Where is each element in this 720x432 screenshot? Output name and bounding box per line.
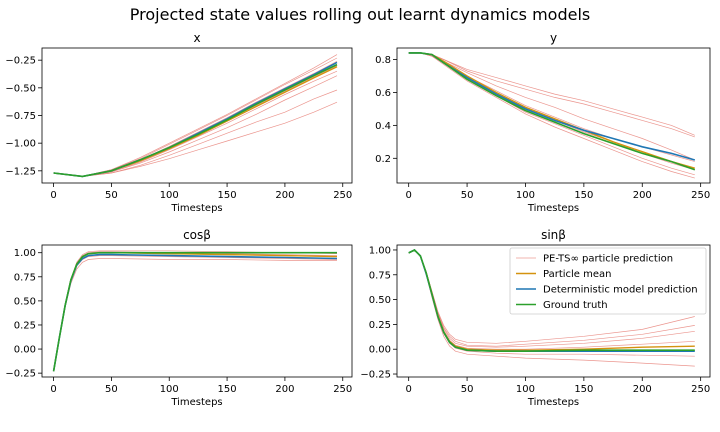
x-tick-label-1-2: 100	[516, 190, 535, 201]
axes-frame-2	[41, 244, 353, 378]
mean-line-2	[52, 252, 338, 372]
x-tick-label-2-0: 0	[50, 384, 56, 395]
figure-title: Projected state values rolling out learn…	[129, 5, 591, 24]
x-tick-label-0-2: 100	[160, 190, 179, 201]
x-tick-label-1-0: 0	[405, 190, 411, 201]
panel-title-1: y	[550, 31, 557, 45]
legend-label-mean: Particle mean	[543, 269, 612, 280]
particle-line-2-2	[53, 252, 338, 372]
y-tick-label-0-1: −1.00	[5, 139, 36, 150]
y-tick-label-2-2: 0.25	[14, 320, 36, 331]
y-tick-label-1-2: 0.6	[375, 88, 391, 99]
y-tick-label-0-4: −0.25	[5, 56, 36, 67]
y-tick-label-0-2: −0.75	[5, 111, 36, 122]
y-tick-label-2-4: 0.75	[14, 272, 36, 283]
x-tick-label-2-1: 50	[105, 384, 118, 395]
x-axis-label-3: Timesteps	[527, 397, 579, 408]
x-tick-label-1-5: 250	[691, 190, 710, 201]
legend-label-truth: Ground truth	[543, 300, 608, 311]
particle-line-0-7	[53, 101, 338, 177]
y-tick-label-1-1: 0.4	[375, 121, 391, 132]
truth-line-0	[53, 63, 338, 178]
y-tick-label-0-3: −0.50	[5, 83, 36, 94]
x-tick-label-3-3: 150	[574, 384, 593, 395]
panel-title-2: cosβ	[183, 228, 211, 242]
legend-label-model: Deterministic model prediction	[543, 285, 698, 296]
particle-line-0-1	[53, 57, 338, 177]
axes-frame-1	[396, 47, 711, 184]
x-tick-label-0-5: 250	[333, 190, 352, 201]
x-tick-label-0-4: 200	[275, 190, 294, 201]
x-tick-label-1-4: 200	[633, 190, 652, 201]
y-tick-label-2-0: −0.25	[5, 369, 36, 380]
x-tick-label-3-2: 100	[516, 384, 535, 395]
particle-line-0-3	[53, 65, 338, 177]
y-tick-label-2-5: 1.00	[14, 248, 36, 259]
y-tick-label-1-0: 0.2	[375, 154, 391, 165]
x-tick-label-0-1: 50	[105, 190, 118, 201]
x-tick-label-2-3: 150	[218, 384, 237, 395]
x-tick-label-3-5: 250	[691, 384, 710, 395]
x-tick-label-0-3: 150	[218, 190, 237, 201]
x-tick-label-2-4: 200	[275, 384, 294, 395]
particle-line-2-4	[53, 258, 337, 372]
x-tick-label-3-0: 0	[405, 384, 411, 395]
x-tick-label-3-1: 50	[461, 384, 474, 395]
x-tick-label-3-4: 200	[633, 384, 652, 395]
x-axis-label-0: Timesteps	[170, 203, 222, 214]
x-axis-label-2: Timesteps	[170, 397, 222, 408]
x-tick-label-1-3: 150	[574, 190, 593, 201]
legend-box	[509, 247, 707, 315]
axes-frame-3	[396, 244, 711, 378]
y-tick-label-3-5: 1.00	[369, 245, 391, 256]
legend-label-particle: PE-TS∞ particle prediction	[543, 254, 673, 265]
y-tick-label-1-3: 0.8	[375, 55, 391, 66]
y-tick-label-3-1: 0.00	[369, 345, 391, 356]
truth-line-2	[52, 251, 337, 372]
y-tick-label-0-0: −1.25	[5, 166, 36, 177]
panel-title-0: x	[193, 31, 200, 45]
particle-line-0-0	[53, 54, 338, 177]
model-line-2	[52, 253, 338, 372]
particle-line-1-5	[408, 52, 695, 179]
y-tick-label-3-2: 0.25	[369, 320, 391, 331]
truth-line-3	[408, 249, 695, 352]
y-tick-label-2-1: 0.00	[14, 345, 36, 356]
truth-line-1	[408, 52, 696, 171]
y-tick-label-3-4: 0.75	[369, 270, 391, 281]
particle-line-2-3	[53, 255, 338, 372]
particle-line-2-1	[53, 251, 338, 372]
x-tick-label-2-5: 250	[333, 384, 352, 395]
x-tick-label-0-0: 0	[50, 190, 56, 201]
y-tick-label-3-0: −0.25	[360, 370, 391, 381]
panel-title-3: sinβ	[541, 228, 566, 242]
x-tick-label-1-1: 50	[461, 190, 474, 201]
particle-line-0-5	[53, 75, 338, 177]
y-tick-label-3-3: 0.50	[369, 295, 391, 306]
x-axis-label-1: Timesteps	[527, 203, 579, 214]
particle-line-2-0	[53, 250, 338, 372]
y-tick-label-2-3: 0.50	[14, 296, 36, 307]
x-tick-label-2-2: 100	[160, 384, 179, 395]
